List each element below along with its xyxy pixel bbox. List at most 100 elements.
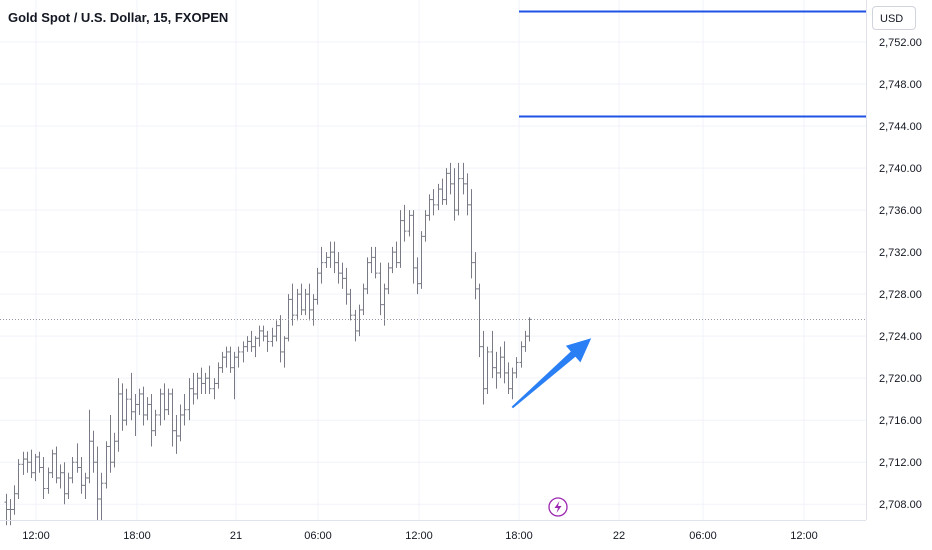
price-bar bbox=[182, 393, 187, 426]
price-bars bbox=[4, 162, 532, 526]
price-bar bbox=[70, 456, 75, 484]
price-bar bbox=[241, 341, 246, 363]
arrow-shape[interactable] bbox=[511, 338, 592, 409]
y-tick-label: 2,736.00 bbox=[879, 205, 922, 217]
price-bar bbox=[270, 327, 275, 347]
price-bar bbox=[95, 446, 100, 520]
price-bar bbox=[382, 283, 387, 326]
price-bar bbox=[145, 397, 150, 421]
price-bar bbox=[514, 357, 519, 379]
price-bar bbox=[440, 178, 445, 205]
price-bar bbox=[108, 414, 113, 473]
price-bar bbox=[365, 257, 370, 295]
price-bar bbox=[348, 288, 353, 321]
price-bar bbox=[386, 262, 391, 295]
price-bar bbox=[477, 283, 482, 358]
x-tick-label: 12:00 bbox=[405, 530, 433, 542]
price-bar bbox=[187, 378, 192, 421]
price-bar bbox=[407, 210, 412, 237]
price-bar bbox=[411, 210, 416, 284]
price-bar bbox=[166, 388, 171, 415]
price-bar bbox=[37, 451, 42, 473]
price-bar bbox=[91, 430, 96, 473]
price-bar bbox=[178, 404, 183, 442]
price-bar bbox=[357, 304, 362, 337]
price-bar bbox=[456, 162, 461, 216]
event-icon[interactable] bbox=[548, 497, 568, 517]
price-bar bbox=[224, 346, 229, 368]
price-bar bbox=[75, 443, 80, 473]
price-bar bbox=[485, 346, 490, 394]
price-axis[interactable]: 2,708.00 2,712.00 2,716.00 2,720.00 2,724.00… bbox=[866, 0, 932, 550]
y-tick-label: 2,748.00 bbox=[879, 79, 922, 91]
x-tick-label: 22 bbox=[613, 530, 625, 542]
price-bar bbox=[307, 283, 312, 321]
lightning-bolt bbox=[554, 501, 562, 513]
price-bar bbox=[87, 409, 92, 484]
y-tick-label: 2,732.00 bbox=[879, 247, 922, 259]
price-bar bbox=[261, 325, 266, 342]
price-bar bbox=[481, 330, 486, 405]
y-tick-label: 2,712.00 bbox=[879, 457, 922, 469]
price-bar bbox=[29, 449, 34, 478]
price-bar bbox=[212, 378, 217, 400]
price-bar bbox=[498, 346, 503, 379]
price-bar bbox=[120, 383, 125, 431]
price-bar bbox=[519, 341, 524, 368]
price-bar bbox=[104, 441, 109, 489]
price-bar bbox=[199, 367, 204, 394]
price-bar bbox=[431, 189, 436, 216]
price-bar bbox=[353, 309, 358, 342]
horizontal-levels[interactable]: 2,755.002,745.00 bbox=[519, 3, 926, 125]
price-bar bbox=[203, 372, 208, 394]
price-bar bbox=[58, 464, 63, 489]
price-bar bbox=[236, 346, 241, 368]
y-tick-label: 2,744.00 bbox=[879, 121, 922, 133]
y-tick-label: 2,720.00 bbox=[879, 373, 922, 385]
price-bar bbox=[369, 246, 374, 274]
price-bar bbox=[373, 246, 378, 279]
price-bar bbox=[62, 462, 67, 505]
price-bar bbox=[402, 204, 407, 242]
price-bar bbox=[46, 467, 51, 494]
price-bar bbox=[207, 365, 212, 394]
price-bar bbox=[340, 262, 345, 289]
price-bar bbox=[149, 393, 154, 447]
price-bar bbox=[83, 472, 88, 499]
price-bar bbox=[299, 283, 304, 316]
price-bar bbox=[195, 372, 200, 400]
trend-arrow[interactable] bbox=[511, 338, 592, 409]
price-bar bbox=[473, 252, 478, 300]
price-bar bbox=[8, 498, 13, 526]
price-bar bbox=[295, 288, 300, 321]
currency-button[interactable]: USD bbox=[872, 6, 916, 30]
price-bar bbox=[112, 432, 117, 468]
price-bar bbox=[257, 325, 262, 347]
price-bar bbox=[50, 449, 55, 478]
price-bar bbox=[220, 351, 225, 373]
price-bar bbox=[25, 451, 30, 473]
price-bar bbox=[394, 241, 399, 268]
time-axis[interactable]: 12:00 18:00 21 06:00 12:00 18:00 22 06:00 12:00 bbox=[0, 520, 866, 543]
price-bar bbox=[141, 386, 146, 426]
price-bar bbox=[137, 388, 142, 415]
price-bar bbox=[461, 162, 466, 195]
price-bar bbox=[278, 315, 283, 363]
price-bar bbox=[452, 168, 457, 221]
price-bar bbox=[158, 388, 163, 426]
price-bar bbox=[228, 346, 233, 373]
price-bar bbox=[79, 456, 84, 494]
price-bar bbox=[502, 341, 507, 384]
price-bar bbox=[315, 267, 320, 305]
y-tick-label: 2,728.00 bbox=[879, 289, 922, 301]
price-bar bbox=[232, 351, 237, 400]
price-bar bbox=[133, 393, 138, 436]
price-bar bbox=[191, 372, 196, 405]
price-bar bbox=[390, 246, 395, 274]
price-bar bbox=[174, 414, 179, 454]
grid bbox=[0, 0, 866, 520]
price-bar bbox=[116, 378, 121, 452]
price-bar bbox=[66, 472, 71, 499]
price-bar bbox=[444, 168, 449, 205]
